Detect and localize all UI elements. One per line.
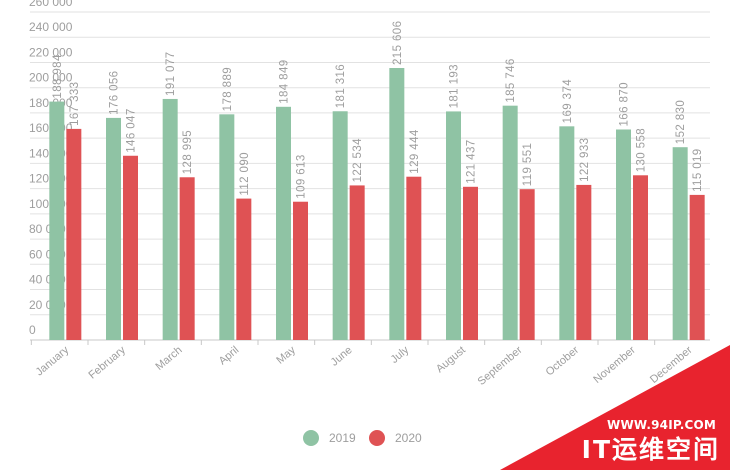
legend[interactable]: 2019 2020 [303, 430, 422, 446]
data-label: 122 534 [352, 138, 364, 183]
bar-2020-august[interactable] [463, 186, 478, 340]
bar-2020-april[interactable] [236, 198, 252, 340]
data-label: 146 047 [126, 108, 138, 152]
legend-label-2019[interactable]: 2019 [329, 431, 356, 445]
data-label: 176 056 [109, 71, 121, 115]
bars [49, 68, 705, 341]
watermark: WWW.94IP.COM IT运维空间 [500, 340, 730, 470]
data-label: 119 551 [522, 143, 534, 187]
watermark-triangle [500, 345, 730, 470]
data-label: 185 746 [505, 58, 517, 102]
x-tick-label: May [274, 344, 298, 367]
bar-2019-july[interactable] [389, 68, 405, 341]
legend-swatch-2020[interactable] [369, 430, 385, 446]
bar-2019-december[interactable] [672, 147, 688, 340]
bar-2020-september[interactable] [519, 189, 535, 340]
bar-2020-may[interactable] [293, 201, 308, 340]
bar-2019-february[interactable] [106, 117, 121, 340]
data-label: 122 933 [579, 138, 591, 182]
data-label: 178 889 [222, 67, 234, 111]
x-tick-label: June [329, 344, 355, 369]
watermark-brand: IT运维空间 [581, 435, 720, 464]
bar-2019-november[interactable] [616, 129, 631, 340]
bar-2020-january[interactable] [66, 128, 82, 340]
data-label: 152 830 [675, 100, 687, 144]
x-tick-label: August [434, 344, 468, 375]
bar-2019-august[interactable] [446, 111, 461, 340]
watermark-url: WWW.94IP.COM [607, 418, 716, 432]
x-tick-label: April [217, 344, 242, 367]
x-tick-label: July [389, 344, 412, 366]
y-tick-label: 260 000 [29, 0, 73, 9]
y-tick-label: 240 000 [29, 20, 73, 34]
y-tick-label: 0 [29, 323, 36, 337]
bar-2020-december[interactable] [689, 194, 705, 340]
data-label: 184 849 [279, 59, 291, 103]
data-label: 129 444 [409, 129, 421, 174]
bar-2020-october[interactable] [576, 184, 592, 340]
data-label: 128 995 [182, 130, 194, 174]
bar-2020-february[interactable] [123, 155, 138, 340]
data-label: 167 333 [69, 82, 81, 126]
data-label: 188 984 [52, 54, 64, 99]
bar-2020-july[interactable] [406, 176, 422, 340]
data-label: 112 090 [239, 152, 251, 196]
gridlines [30, 11, 710, 341]
y-tick-label: 200 000 [29, 71, 73, 85]
bar-2020-march[interactable] [179, 177, 195, 340]
x-tick-label: March [153, 344, 184, 373]
data-label: 130 558 [636, 128, 648, 172]
data-label: 169 374 [562, 79, 574, 124]
bar-2020-june[interactable] [349, 185, 365, 340]
legend-swatch-2019[interactable] [303, 430, 319, 446]
x-tick-label: February [86, 344, 128, 382]
data-label: 215 606 [392, 21, 404, 65]
data-label: 109 613 [296, 154, 308, 198]
bar-2019-october[interactable] [559, 126, 575, 340]
bar-2019-april[interactable] [219, 114, 235, 340]
bar-2019-june[interactable] [332, 111, 348, 340]
data-labels: 188 984 167 333 176 056 146 047 191 077 128 9… [52, 21, 704, 199]
data-label: 166 870 [619, 82, 631, 126]
data-label: 181 316 [335, 64, 347, 108]
y-tick-label: 220 000 [29, 45, 73, 59]
bar-2019-january[interactable] [49, 101, 65, 340]
bar-2019-may[interactable] [276, 106, 291, 340]
bar-2020-november[interactable] [633, 175, 648, 340]
legend-label-2020[interactable]: 2020 [395, 431, 422, 445]
x-tick-label: January [34, 344, 72, 379]
bar-2019-march[interactable] [162, 98, 178, 341]
bar-2019-september[interactable] [502, 105, 518, 340]
data-label: 115 019 [692, 148, 704, 192]
data-label: 121 437 [466, 139, 478, 183]
data-label: 191 077 [165, 52, 177, 96]
data-label: 181 193 [449, 64, 461, 108]
